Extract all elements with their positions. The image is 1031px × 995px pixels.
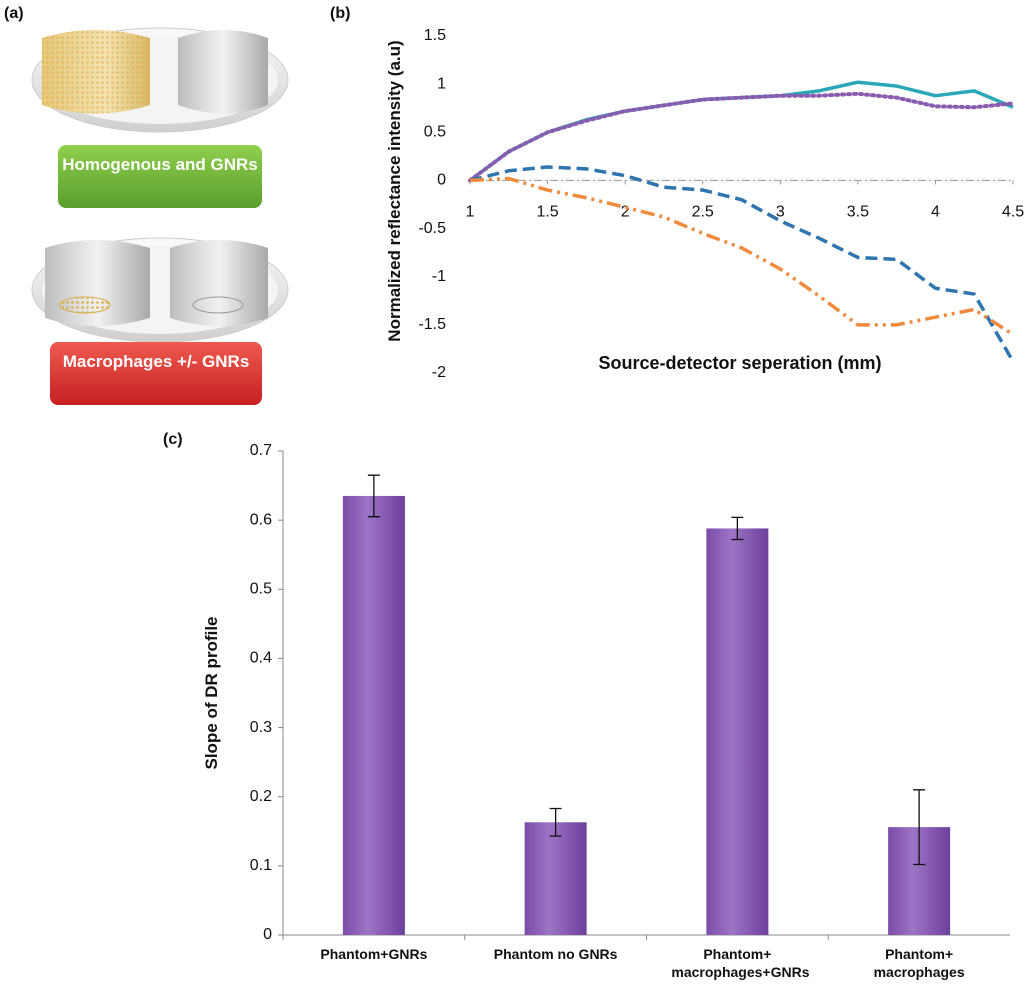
y-tick-label: -1.5 — [418, 316, 446, 333]
x-tick-label: 4 — [931, 204, 940, 221]
y-tick-label: 1.5 — [424, 27, 446, 44]
bar — [706, 528, 768, 935]
y-tick-label: 0.1 — [250, 857, 272, 874]
y-tick-label: 1 — [437, 75, 446, 92]
y-tick-label: -0.5 — [418, 220, 446, 237]
x-tick-label: 3.5 — [847, 204, 869, 221]
panel-a-art — [32, 28, 288, 405]
y-tick-label: 0.2 — [250, 788, 272, 805]
y-tick-label: -1 — [432, 268, 446, 285]
panel-label: (c) — [163, 431, 183, 448]
y-tick-label: 0 — [437, 172, 446, 189]
x-tick-label: Phantom+GNRs — [308, 945, 440, 963]
y-tick-label: 0.7 — [250, 442, 272, 459]
y-tick-label: 0 — [263, 926, 272, 943]
x-tick-label: Phantom no GNRs — [490, 945, 622, 963]
panel-label: (b) — [330, 5, 350, 22]
x-tick-label: 1 — [466, 204, 475, 221]
canvas: (a)(b)-2-1.5-1-0.500.511.511.522.533.544… — [0, 0, 1031, 995]
bar — [343, 496, 405, 935]
x-axis-title: Source-detector seperation (mm) — [520, 353, 960, 374]
box-label: Homogenous and GNRs — [58, 154, 262, 176]
box-label: Macrophages +/- GNRs — [50, 351, 262, 373]
x-tick-label: 4.5 — [1002, 204, 1024, 221]
y-tick-label: 0.3 — [250, 719, 272, 736]
y-tick-label: 0.6 — [250, 511, 272, 528]
y-tick-label: 0.5 — [250, 581, 272, 598]
x-tick-label: Phantom+ macrophages — [853, 945, 985, 981]
x-tick-label: 2 — [621, 204, 630, 221]
y-axis-title: Normalized reflectance intensity (a.u) — [384, 21, 406, 361]
line-series — [470, 167, 1013, 361]
x-tick-label: 1.5 — [536, 204, 558, 221]
y-axis-title: Slope of DR profile — [202, 593, 222, 793]
y-tick-label: 0.5 — [424, 124, 446, 141]
y-tick-label: 0.4 — [250, 650, 272, 667]
y-tick-label: -2 — [432, 364, 446, 381]
bar — [525, 822, 587, 935]
x-tick-label: Phantom+ macrophages+GNRs — [671, 945, 803, 981]
figure: (a)(b)-2-1.5-1-0.500.511.511.522.533.544… — [0, 0, 1031, 995]
panel-label: (a) — [4, 5, 24, 22]
x-tick-label: 2.5 — [692, 204, 714, 221]
line-series — [470, 179, 1013, 335]
